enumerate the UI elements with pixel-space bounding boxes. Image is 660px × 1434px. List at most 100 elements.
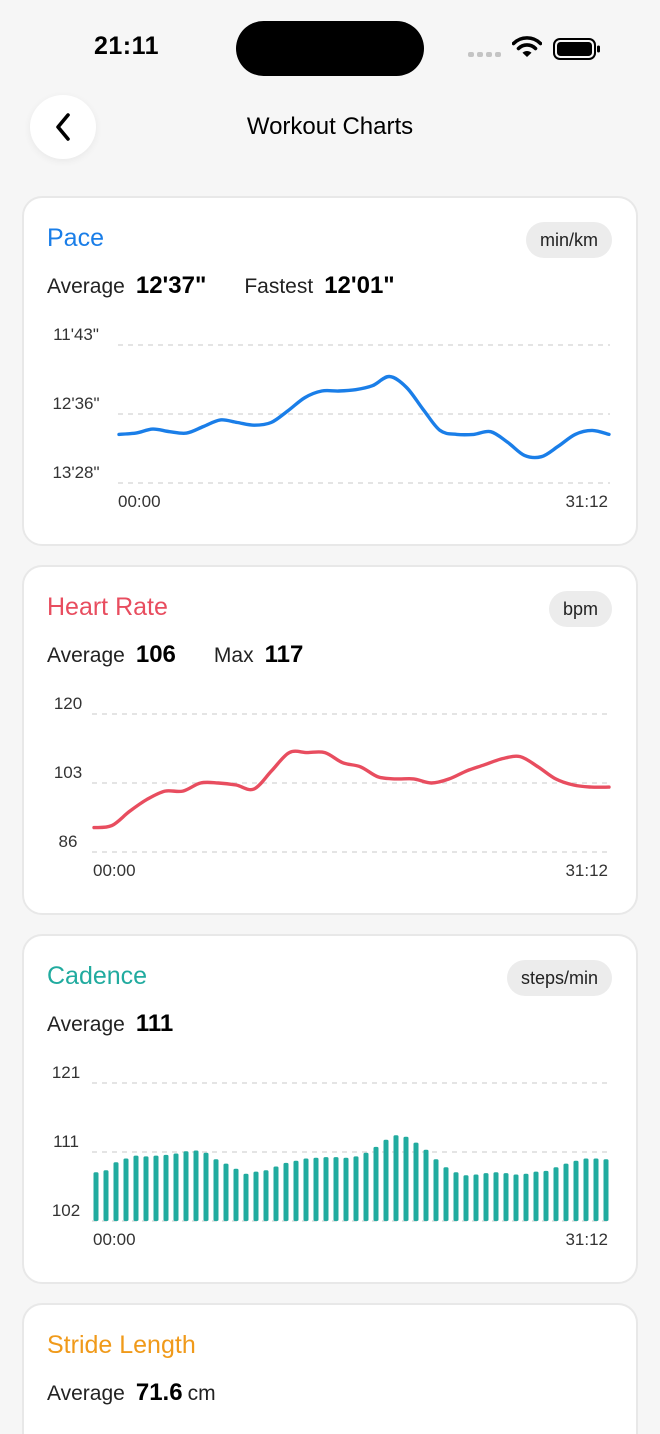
cadence-bar <box>213 1159 219 1221</box>
heart-rate-y-tick-label: 103 <box>54 763 82 782</box>
cadence-bar <box>253 1171 259 1221</box>
cadence-bar <box>393 1135 399 1221</box>
cadence-bar <box>273 1166 279 1221</box>
cadence-bar <box>493 1172 499 1221</box>
dynamic-island <box>236 21 424 76</box>
cadence-bar <box>403 1136 409 1221</box>
cadence-bar <box>433 1159 439 1221</box>
stride-average-label: Average <box>47 1382 125 1405</box>
cadence-bar <box>113 1162 119 1221</box>
wifi-icon <box>512 36 542 57</box>
cadence-average-value: 111 <box>135 1010 174 1037</box>
cadence-bar <box>333 1157 339 1221</box>
pace-average-value: 12'37" <box>135 272 207 299</box>
status-time: 21:11 <box>94 32 160 60</box>
cadence-bar <box>103 1170 109 1221</box>
cadence-bar <box>263 1170 269 1221</box>
stride-length-card: Stride Length Average 71.6 cm <box>22 1303 638 1434</box>
pace-average-label: Average <box>47 275 125 298</box>
cadence-chart: 121 111 102 00:00 31:12 <box>52 1063 610 1249</box>
stride-average-value: 71.6 <box>135 1379 183 1406</box>
heart-rate-title: Heart Rate <box>47 593 168 621</box>
heart-rate-max-value: 117 <box>264 641 304 668</box>
heart-rate-x-tick-label: 00:00 <box>93 861 136 880</box>
cadence-bar <box>453 1172 459 1221</box>
cadence-bar <box>93 1172 99 1221</box>
cadence-bar <box>473 1174 479 1221</box>
pace-card: Pace min/km Average 12'37" Fastest 12'01… <box>22 196 638 546</box>
cadence-bar <box>553 1167 559 1221</box>
cadence-bar <box>563 1163 569 1221</box>
pace-fastest-label: Fastest <box>244 275 314 298</box>
cadence-x-tick-label: 00:00 <box>93 1230 136 1249</box>
cadence-bar <box>583 1158 589 1221</box>
pace-chart: 11'43" 12'36" 13'28" 00:00 31:12 <box>52 325 611 511</box>
cadence-bar <box>293 1160 299 1221</box>
heart-rate-y-tick-label: 120 <box>54 694 82 713</box>
cadence-bar <box>543 1170 549 1221</box>
cadence-average-label: Average <box>47 1013 125 1036</box>
cadence-bar <box>313 1157 319 1221</box>
cadence-bar <box>173 1153 179 1221</box>
cadence-bar <box>123 1158 129 1221</box>
cadence-bar <box>163 1154 169 1221</box>
cadence-title: Cadence <box>47 962 148 990</box>
cadence-bar <box>513 1174 519 1221</box>
status-bar: 21:11 <box>0 0 660 95</box>
cadence-bar <box>233 1168 239 1221</box>
page-title: Workout Charts <box>246 113 414 140</box>
cadence-bar <box>303 1158 309 1221</box>
pace-stats: Average 12'37" Fastest 12'01" <box>47 272 395 300</box>
pace-unit-badge: min/km <box>526 222 612 258</box>
pace-y-tick-label: 13'28" <box>52 463 99 482</box>
heart-rate-card: Heart Rate bpm Average 106 Max 117 120 10… <box>22 565 638 915</box>
cadence-bar <box>533 1171 539 1221</box>
chevron-left-icon <box>56 113 70 141</box>
cadence-x-tick-label: 31:12 <box>565 1230 608 1249</box>
cadence-bar <box>383 1139 389 1221</box>
cadence-bar <box>373 1146 379 1221</box>
stride-length-title: Stride Length <box>47 1331 196 1359</box>
cadence-bar <box>183 1151 189 1221</box>
heart-rate-max-label: Max <box>213 644 254 667</box>
cadence-bar <box>243 1173 249 1221</box>
cadence-bar <box>483 1173 489 1221</box>
heart-rate-series-line <box>92 749 611 830</box>
pace-x-tick-label: 00:00 <box>118 492 161 511</box>
cadence-bar <box>323 1157 329 1221</box>
heart-rate-average-label: Average <box>47 644 125 667</box>
cadence-bar <box>443 1167 449 1221</box>
heart-rate-y-tick-label: 86 <box>59 832 78 851</box>
cadence-bar <box>523 1173 529 1221</box>
cadence-y-tick-label: 102 <box>52 1201 80 1220</box>
heart-rate-chart: 120 103 86 00:00 31:12 <box>54 694 611 880</box>
cadence-stats: Average 111 <box>47 1010 173 1038</box>
pace-fastest-value: 12'01" <box>324 272 395 299</box>
cadence-bar <box>503 1173 509 1221</box>
battery-icon <box>553 38 600 60</box>
heart-rate-x-tick-label: 31:12 <box>565 861 608 880</box>
cadence-unit-badge: steps/min <box>506 960 612 996</box>
cadence-bar <box>283 1162 289 1221</box>
heart-rate-stats: Average 106 Max 117 <box>47 641 303 669</box>
cadence-bar <box>593 1158 599 1221</box>
cadence-bar <box>203 1152 209 1221</box>
pace-series-line <box>117 374 611 460</box>
stride-average-unit: cm <box>187 1382 216 1405</box>
cadence-bar <box>573 1160 579 1221</box>
cadence-bar <box>153 1155 159 1221</box>
cadence-bar <box>143 1156 149 1221</box>
cadence-y-tick-label: 121 <box>52 1063 80 1082</box>
pace-x-tick-label: 31:12 <box>565 492 608 511</box>
pace-y-tick-label: 11'43" <box>53 325 99 344</box>
heart-rate-average-value: 106 <box>135 641 176 668</box>
cellular-signal-icon <box>468 52 502 58</box>
cadence-bar <box>223 1163 229 1221</box>
stride-length-stats: Average 71.6 cm <box>47 1379 216 1407</box>
heart-rate-unit-badge: bpm <box>548 591 612 627</box>
cadence-card: Cadence steps/min Average 111 121 111 102 0… <box>22 934 638 1284</box>
back-button[interactable] <box>30 95 96 159</box>
cadence-bar <box>423 1149 429 1221</box>
cadence-bar <box>463 1175 469 1221</box>
cadence-bar <box>343 1157 349 1221</box>
